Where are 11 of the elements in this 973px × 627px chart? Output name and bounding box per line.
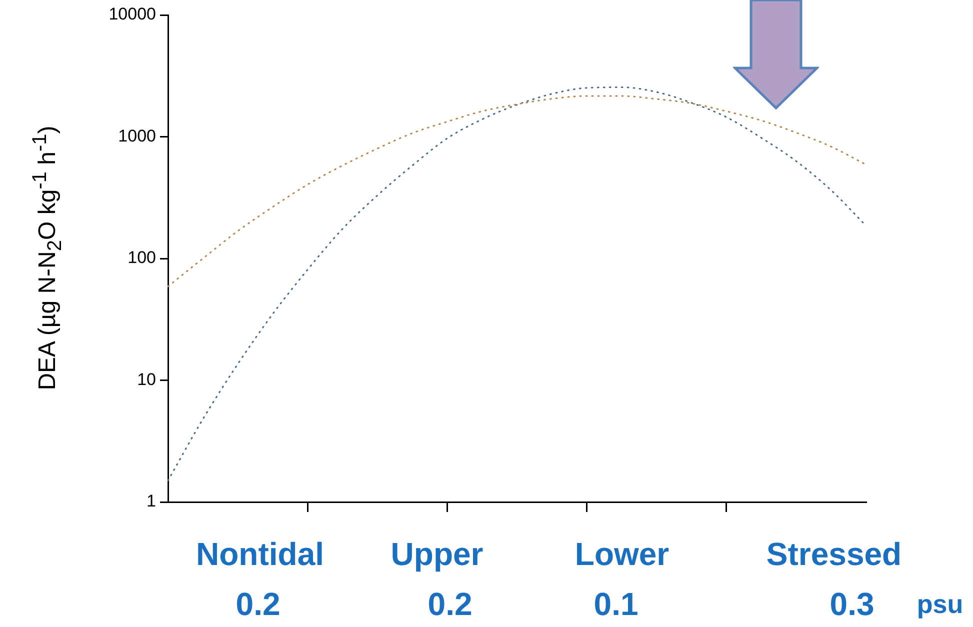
y-tick-label: 10000 — [108, 4, 156, 24]
y-tick-label: 10 — [137, 370, 156, 389]
y-tick-label: 100 — [128, 248, 156, 268]
text: Lower 0.1 — [574, 536, 670, 622]
text: Stressed 0.3 — [766, 536, 902, 622]
text: Upper 0.2 — [390, 536, 484, 622]
y-tick-label: 1000 — [118, 126, 156, 146]
text: psu — [916, 589, 964, 620]
text: Nontidal 0.2 — [196, 536, 324, 622]
line-series — [167, 95, 867, 288]
y-tick-label: 1 — [146, 492, 156, 511]
